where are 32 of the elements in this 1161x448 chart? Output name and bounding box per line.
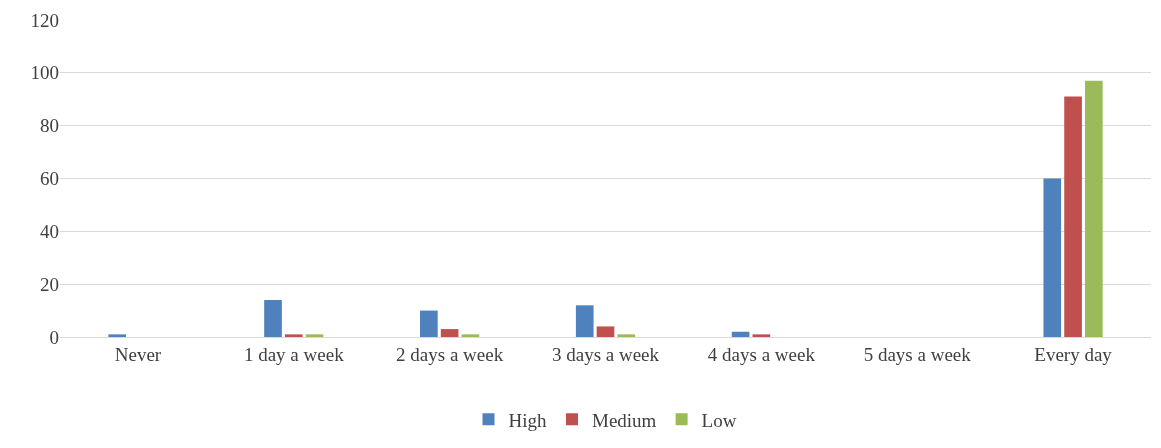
x-tick-label: 1 day a week [243,343,345,365]
bar [264,300,282,337]
bar [752,334,771,337]
bar [420,310,438,337]
bar [1064,96,1082,337]
x-tick-label: Never [114,343,162,365]
bar [617,334,636,337]
legend-label: Low [701,409,737,431]
legend-label: High [508,409,547,431]
bar [1043,178,1062,337]
x-tick-label: 3 days a week [551,343,660,365]
y-tick-label: 120 [30,9,59,31]
y-tick-label: 40 [40,220,59,242]
y-tick-label: 20 [40,273,59,295]
bar [575,305,594,337]
y-tick-label: 100 [30,62,59,84]
bar [440,329,459,337]
bar [1085,80,1103,337]
bar [461,334,480,337]
legend-label: Medium [592,409,657,431]
y-tick-label: 0 [49,326,59,348]
x-tick-label: Every day [1034,343,1113,365]
bar [284,334,303,337]
bar [596,326,615,337]
bar [305,334,324,337]
bar [731,331,750,337]
y-tick-label: 60 [40,168,59,190]
x-tick-label: 5 days a week [863,343,972,365]
x-tick-label: 2 days a week [396,343,504,365]
bar [108,334,126,337]
x-tick-label: 4 days a week [707,343,816,365]
y-tick-label: 80 [40,115,59,137]
